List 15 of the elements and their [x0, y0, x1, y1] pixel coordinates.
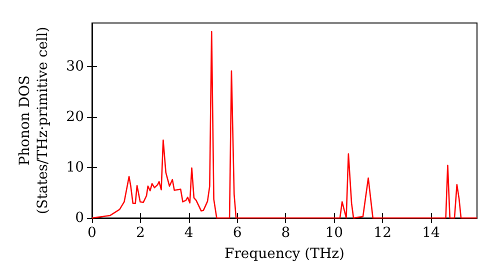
y-tick-label: 30	[66, 58, 84, 74]
x-axis-title: Frequency (THz)	[224, 246, 345, 262]
y-axis-title: Phonon DOS (States/THz·primitive cell)	[17, 26, 51, 214]
x-tick-label: 12	[374, 225, 392, 241]
line-series	[91, 30, 478, 219]
x-tick-label: 2	[136, 225, 145, 241]
x-tick-label: 0	[88, 225, 96, 241]
x-tick-label: 8	[281, 225, 290, 241]
y-tick-label: 0	[75, 210, 84, 226]
x-tick-label: 6	[232, 225, 242, 241]
x-tick-label: 10	[325, 225, 344, 241]
x-tick-label: 14	[422, 225, 440, 241]
y-tick-label: 20	[66, 108, 84, 125]
y-tick-label: 10	[66, 159, 84, 176]
x-tick-label: 4	[184, 225, 194, 241]
